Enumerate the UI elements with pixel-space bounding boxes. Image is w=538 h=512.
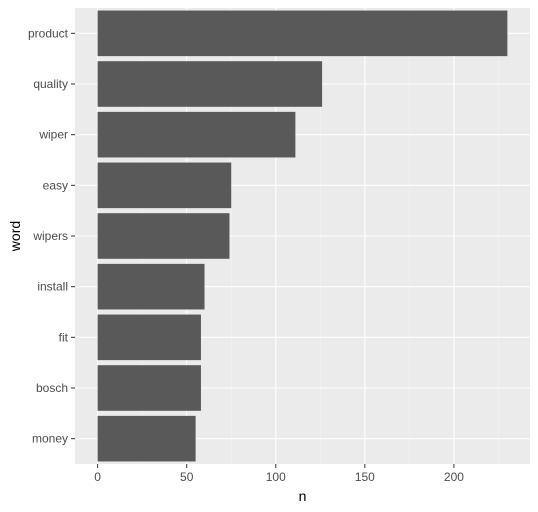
- bar-fit: [97, 314, 201, 361]
- y-tick-label: install: [37, 280, 68, 294]
- bar-wiper: [97, 111, 296, 158]
- y-tick-label: bosch: [36, 381, 68, 395]
- bar-easy: [97, 162, 232, 209]
- y-tick-label: wipers: [32, 229, 68, 243]
- y-axis: product quality wiper easy wipers install fit b…: [28, 26, 75, 446]
- bar-quality: [97, 61, 323, 107]
- y-tick-label: easy: [43, 178, 68, 192]
- x-tick-label: 200: [444, 470, 464, 484]
- bar-install: [97, 263, 205, 310]
- bar-bosch: [97, 365, 201, 411]
- x-tick-label: 150: [355, 470, 375, 484]
- bar-money: [97, 415, 196, 462]
- x-tick-label: 50: [180, 470, 194, 484]
- y-tick-label: money: [32, 432, 68, 446]
- x-tick-label: 100: [266, 470, 286, 484]
- y-tick-label: quality: [33, 77, 68, 91]
- bar-wipers: [97, 213, 230, 259]
- y-axis-title: word: [7, 221, 23, 252]
- bar-product: [97, 10, 508, 57]
- y-tick-label: wiper: [38, 128, 68, 142]
- bars: [97, 10, 508, 462]
- y-tick-label: fit: [59, 330, 69, 344]
- x-axis-title: n: [299, 488, 307, 504]
- y-tick-label: product: [28, 26, 69, 40]
- x-tick-label: 0: [94, 470, 101, 484]
- x-axis: 0 50 100 150 200: [94, 464, 464, 484]
